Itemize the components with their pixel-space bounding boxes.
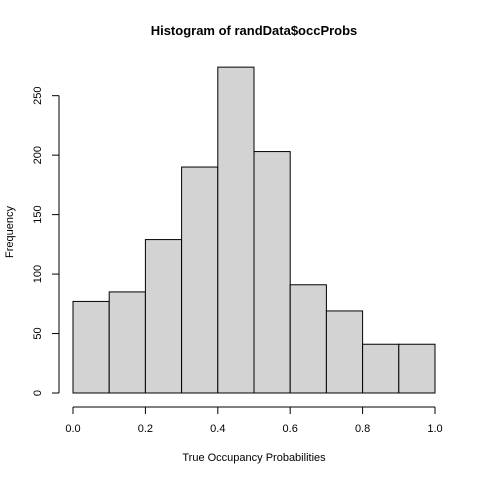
y-tick-label-4: 200 <box>32 146 44 164</box>
histogram-bar-8 <box>362 343 400 394</box>
x-axis: 0.0 0.2 0.4 0.6 0.8 1.0 <box>65 406 443 435</box>
histogram-bar-7 <box>325 310 364 394</box>
x-tick-label-3: 0.6 <box>283 423 298 435</box>
histogram-bar-9 <box>398 343 436 394</box>
y-tick-label-2: 100 <box>32 265 44 283</box>
y-tick-label-0: 0 <box>32 390 44 396</box>
y-axis: 0 50 100 150 200 250 <box>32 86 60 396</box>
histogram-bar-3 <box>181 166 219 394</box>
histogram-bar-5 <box>253 151 291 394</box>
histogram-bar-6 <box>289 284 327 394</box>
chart-title: Histogram of randData$occProbs <box>151 23 358 38</box>
y-tick-label-3: 150 <box>32 205 44 223</box>
x-tick-label-5: 1.0 <box>427 423 442 435</box>
histogram-bar-2 <box>144 239 183 394</box>
y-tick-label-1: 50 <box>32 327 44 339</box>
x-axis-label: True Occupancy Probabilities <box>182 452 326 464</box>
histogram-bar-0 <box>72 300 110 394</box>
x-tick-label-1: 0.2 <box>138 423 153 435</box>
x-tick-label-2: 0.4 <box>210 423 225 435</box>
x-tick-label-4: 0.8 <box>355 423 370 435</box>
histogram-bar-4 <box>217 66 255 394</box>
y-tick-label-5: 250 <box>32 86 44 104</box>
histogram-bar-1 <box>108 291 146 394</box>
x-tick-label-0: 0.0 <box>65 423 80 435</box>
y-axis-label: Frequency <box>4 206 16 258</box>
bars-group <box>72 66 436 394</box>
